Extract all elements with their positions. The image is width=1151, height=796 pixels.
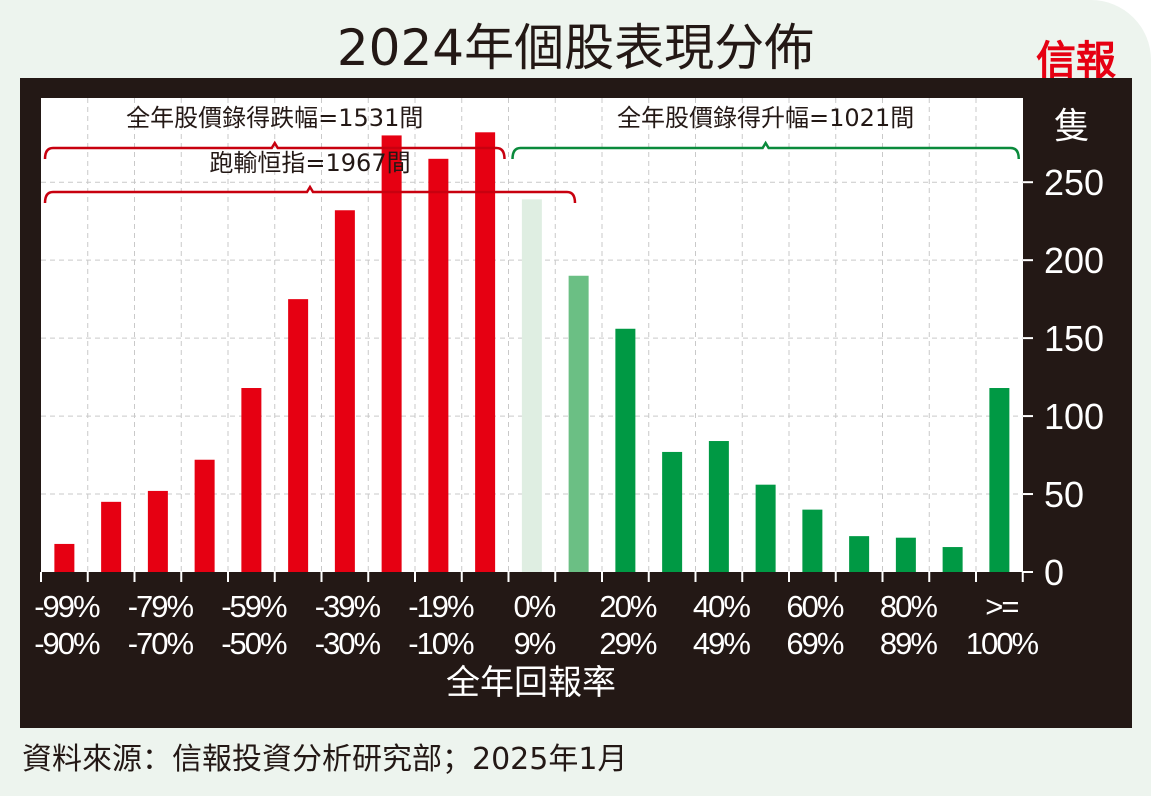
bar-80%~89% — [895, 537, 916, 572]
x-tick-label: 100% — [966, 626, 1039, 661]
x-tick-label: 69% — [786, 626, 843, 661]
x-axis-label: 全年回報率 — [446, 664, 616, 702]
bar--39%~-30% — [334, 210, 355, 572]
bar-50%~59% — [755, 484, 776, 572]
x-tick-label: -99% — [34, 589, 100, 624]
source-note: 資料來源：信報投資分析研究部；2025年1月 — [22, 742, 628, 777]
y-tick-label: 0 — [1044, 552, 1064, 593]
annotation-label: 全年股價錄得升幅=1021間 — [617, 104, 914, 132]
bar--79%~-70% — [147, 490, 168, 572]
bar-60%~69% — [802, 509, 823, 572]
x-tick-label: >= — [985, 589, 1018, 624]
annotation-bracket — [43, 184, 577, 204]
annotation-label: 跑輸恒指=1967間 — [209, 149, 410, 177]
x-tick-label: 80% — [880, 589, 937, 624]
x-tick-label: -30% — [315, 626, 381, 661]
x-tick-label: 20% — [599, 589, 656, 624]
x-tick-label: -10% — [408, 626, 474, 661]
x-tick-label: 60% — [786, 589, 843, 624]
y-tick-label: 100 — [1044, 396, 1104, 437]
bar-90%~99% — [942, 547, 963, 572]
bar--9%~-1% — [475, 132, 496, 573]
annotation-bracket — [511, 140, 1020, 160]
x-tick-label: 29% — [599, 626, 656, 661]
x-tick-label: -90% — [34, 626, 100, 661]
x-tick-label: -70% — [128, 626, 194, 661]
bar--69%~-60% — [194, 459, 215, 572]
y-tick-label: 50 — [1044, 474, 1084, 515]
logo: 信報 — [1036, 37, 1116, 84]
bar->=100% — [989, 388, 1010, 572]
x-tick-label: -19% — [408, 589, 474, 624]
x-tick-label: -50% — [221, 626, 287, 661]
bar-70%~79% — [849, 536, 870, 572]
annotation-bracket — [43, 140, 506, 160]
x-tick-label: 9% — [513, 626, 555, 661]
y-axis-label: 隻 — [1054, 105, 1090, 146]
y-tick-label: 200 — [1044, 240, 1104, 281]
chart-title: 2024年個股表現分佈 — [336, 19, 815, 77]
bar--49%~-40% — [288, 299, 309, 572]
x-tick-label: 0% — [513, 589, 555, 624]
bar-40%~49% — [708, 441, 729, 572]
bar-30%~39% — [662, 451, 683, 572]
bar-10%~19% — [568, 275, 589, 572]
bar--59%~-50% — [241, 388, 262, 572]
bar-20%~29% — [615, 328, 636, 572]
x-tick-label: 40% — [693, 589, 750, 624]
x-tick-label: -59% — [221, 589, 287, 624]
x-tick-label: -39% — [315, 589, 381, 624]
y-tick-label: 150 — [1044, 318, 1104, 359]
bar--19%~-10% — [428, 158, 449, 572]
bar--29%~-20% — [381, 135, 402, 572]
x-tick-label: 89% — [880, 626, 937, 661]
bar--89%~-80% — [101, 501, 122, 572]
bar-0%~9% — [521, 199, 542, 572]
annotation-label: 全年股價錄得跌幅=1531間 — [126, 104, 423, 132]
y-tick-label: 250 — [1044, 162, 1104, 203]
bar--99%~-90% — [54, 543, 75, 572]
x-tick-label: -79% — [128, 589, 194, 624]
x-tick-label: 49% — [693, 626, 750, 661]
